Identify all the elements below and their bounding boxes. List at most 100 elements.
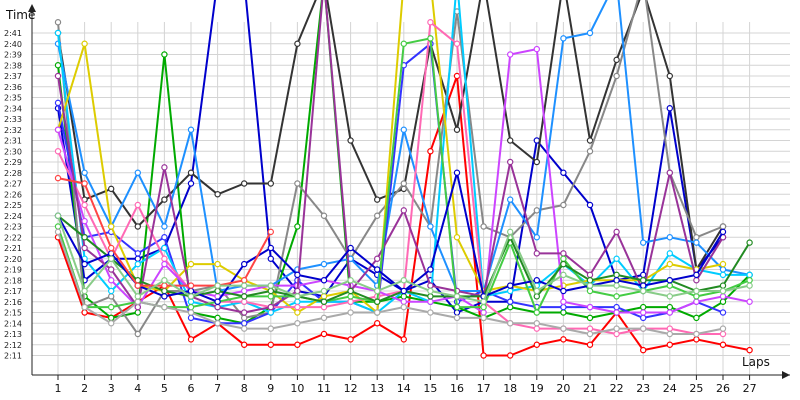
data-point [134,303,141,311]
y-tick-label: 2:40 [4,40,22,49]
data-point [320,277,328,284]
data-point [54,228,62,236]
data-point [214,303,221,311]
x-tick-label: 3 [108,382,115,395]
data-point [347,287,354,295]
data-point [134,293,141,300]
data-point [693,336,700,343]
data-point [586,277,594,284]
data-point [81,180,88,187]
data-point [427,148,434,155]
data-point [613,303,620,311]
data-point [507,320,514,327]
data-point [719,228,727,236]
data-point [666,293,674,300]
data-point [693,314,700,322]
data-point [427,35,434,42]
data-point [533,320,541,327]
data-point [640,282,647,289]
data-point [81,309,88,316]
data-point [134,309,141,316]
data-point [134,169,141,176]
data-point [267,293,274,300]
data-point [320,260,328,268]
data-point [719,341,727,348]
data-point [161,196,168,203]
data-point [347,244,354,252]
y-tick-label: 2:33 [4,115,22,124]
data-point [427,266,434,273]
data-point [374,255,381,262]
data-point [507,352,514,359]
data-point [533,207,541,214]
data-point [560,35,567,42]
y-tick-label: 2:14 [4,319,22,328]
data-point [666,303,674,311]
data-point [161,287,168,295]
data-point [81,217,88,225]
data-point [666,330,674,338]
data-point [240,314,248,322]
data-point [107,266,115,273]
data-point [214,191,221,198]
data-point [746,271,753,279]
x-tick-label: 18 [503,382,517,395]
data-point [400,303,407,311]
data-point [374,212,381,219]
data-point [320,293,328,300]
series [54,35,753,316]
data-point [533,250,541,257]
data-point [613,282,620,289]
data-point [400,207,407,214]
data-point [134,250,141,257]
x-tick-label: 9 [267,382,274,395]
data-point [693,234,700,241]
data-point [161,164,168,171]
data-point [81,303,88,311]
data-point [161,293,168,300]
data-point [81,201,88,209]
data-point [746,298,753,305]
data-point [427,298,434,305]
data-point [640,325,647,332]
data-point [54,212,62,219]
data-point [533,137,541,144]
data-point [54,99,62,107]
data-point [107,244,115,252]
y-tick-label: 2:34 [4,104,22,113]
data-point [453,234,461,241]
data-point [560,298,567,305]
x-tick-label: 8 [241,382,248,395]
data-point [161,282,168,289]
data-point [54,174,62,182]
data-point [294,303,301,311]
data-point [613,56,620,64]
data-point [427,19,434,26]
data-point [214,320,221,327]
data-point [267,244,274,252]
y-tick-label: 2:36 [4,83,22,92]
data-point [693,298,700,305]
y-tick-label: 2:27 [4,180,22,189]
data-point [187,126,195,133]
data-point [719,266,727,273]
x-tick-label: 10 [290,382,304,395]
data-point [746,239,753,246]
data-point [507,282,514,289]
data-point [400,277,407,284]
data-point [347,298,354,305]
data-point [240,320,248,327]
data-point [54,62,62,69]
data-point [240,180,248,187]
y-tick-label: 2:26 [4,190,22,199]
data-point [640,346,647,354]
y-tick-label: 2:21 [4,244,22,253]
data-point [320,303,328,311]
data-point [267,325,274,332]
data-point [640,277,647,284]
data-point [586,325,594,332]
data-point [427,309,434,316]
x-tick-label: 24 [663,382,677,395]
series-line [57,42,724,325]
data-point [81,40,88,47]
